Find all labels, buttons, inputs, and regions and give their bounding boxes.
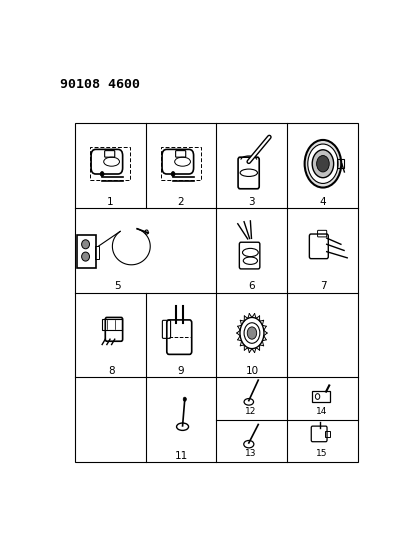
Text: 7: 7 bbox=[319, 281, 326, 291]
Circle shape bbox=[304, 140, 341, 188]
Text: 4: 4 bbox=[319, 197, 326, 207]
Text: 10: 10 bbox=[245, 366, 258, 376]
Circle shape bbox=[247, 327, 257, 339]
Text: 9: 9 bbox=[178, 366, 184, 376]
Text: 15: 15 bbox=[315, 449, 327, 458]
Circle shape bbox=[183, 397, 186, 401]
Circle shape bbox=[308, 144, 338, 183]
Text: 8: 8 bbox=[108, 366, 115, 376]
Text: 1: 1 bbox=[107, 197, 113, 207]
Text: 12: 12 bbox=[245, 407, 256, 416]
Circle shape bbox=[317, 156, 329, 172]
Text: 11: 11 bbox=[174, 451, 188, 462]
Ellipse shape bbox=[82, 252, 90, 261]
Text: 13: 13 bbox=[245, 449, 256, 458]
Circle shape bbox=[312, 150, 334, 177]
Circle shape bbox=[100, 172, 104, 176]
Ellipse shape bbox=[82, 240, 90, 249]
Text: 6: 6 bbox=[249, 281, 255, 291]
Text: 14: 14 bbox=[316, 407, 327, 416]
Bar bbox=[74, 124, 359, 462]
Text: 90108 4600: 90108 4600 bbox=[60, 78, 140, 91]
Text: 3: 3 bbox=[249, 197, 255, 207]
Text: 2: 2 bbox=[178, 197, 184, 207]
Text: 5: 5 bbox=[114, 281, 120, 291]
Circle shape bbox=[171, 172, 175, 176]
